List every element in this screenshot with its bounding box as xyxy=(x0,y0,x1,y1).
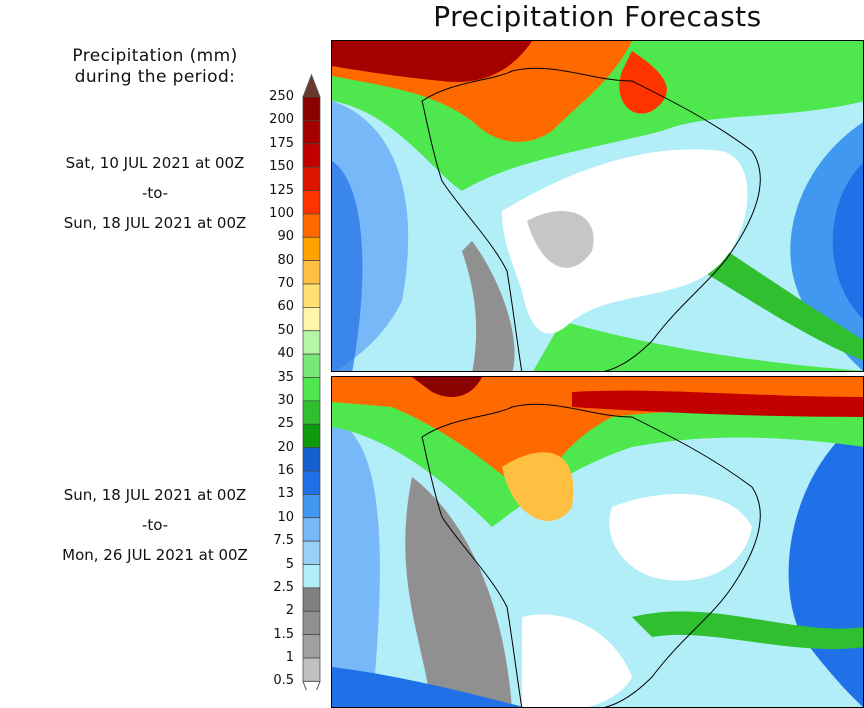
colorbar-tick-label: 150 xyxy=(269,159,294,175)
colorbar-band xyxy=(302,447,321,472)
colorbar-band xyxy=(302,587,321,612)
colorbar-tick-label: 200 xyxy=(269,112,294,128)
colorbar-tick-label: 2 xyxy=(285,603,294,619)
legend-title-line2: during the period: xyxy=(74,67,236,87)
period-end: Mon, 26 JUL 2021 at 00Z xyxy=(62,546,248,564)
colorbar-tick-label: 250 xyxy=(269,89,294,104)
colorbar-tick-label: 1.5 xyxy=(273,626,294,642)
colorbar-tick-label: 125 xyxy=(269,182,294,198)
page-title: Precipitation Forecasts xyxy=(433,0,762,33)
colorbar-band xyxy=(302,307,321,332)
colorbar-tick-label: 30 xyxy=(277,392,294,408)
colorbar-tick-label: 0.5 xyxy=(273,673,294,689)
colorbar-band xyxy=(302,190,321,215)
map-panel-week1 xyxy=(331,40,864,372)
map-panel-week2 xyxy=(331,376,864,708)
period-1-label: Sat, 10 JUL 2021 at 00Z -to- Sun, 18 JUL… xyxy=(30,148,280,238)
colorbar-band xyxy=(302,283,321,308)
colorbar-tick-label: 80 xyxy=(277,252,294,268)
colorbar-tick-label: 20 xyxy=(277,439,294,455)
colorbar-band xyxy=(302,143,321,168)
colorbar-tick-label: 16 xyxy=(277,463,294,478)
colorbar-band xyxy=(302,166,321,191)
colorbar-band xyxy=(302,470,321,495)
colorbar-band xyxy=(302,657,321,682)
colorbar-band xyxy=(302,540,321,565)
colorbar-band xyxy=(302,400,321,425)
period-sep: -to- xyxy=(141,184,169,202)
colorbar-band xyxy=(302,213,321,238)
precip-map-2 xyxy=(332,377,863,707)
colorbar-tick-label: 90 xyxy=(277,229,294,245)
colorbar-band xyxy=(302,260,321,285)
colorbar-tick-label: 100 xyxy=(269,205,294,221)
colorbar-tick-label: 5 xyxy=(285,556,294,572)
colorbar-band xyxy=(302,377,321,402)
colorbar-tick-label: 10 xyxy=(277,509,294,525)
colorbar-band xyxy=(302,423,321,448)
colorbar-band xyxy=(302,353,321,378)
colorbar-tick-label: 70 xyxy=(277,276,294,291)
period-2-label: Sun, 18 JUL 2021 at 00Z -to- Mon, 26 JUL… xyxy=(30,480,280,570)
colorbar-over-arrow xyxy=(302,73,321,98)
colorbar-band xyxy=(302,494,321,519)
colorbar-tick-label: 35 xyxy=(277,369,294,385)
period-end: Sun, 18 JUL 2021 at 00Z xyxy=(63,214,247,232)
colorbar xyxy=(302,73,321,690)
period-sep: -to- xyxy=(141,516,169,534)
colorbar-band xyxy=(302,330,321,355)
legend-title: Precipitation (mm) during the period: xyxy=(40,46,270,88)
colorbar-under-arrow xyxy=(302,680,321,690)
colorbar-band xyxy=(302,120,321,145)
period-start: Sun, 18 JUL 2021 at 00Z xyxy=(63,486,247,504)
colorbar-tick-label: 175 xyxy=(269,135,294,151)
colorbar-band xyxy=(302,96,321,121)
colorbar-band xyxy=(302,634,321,659)
colorbar-tick-label: 60 xyxy=(277,299,294,315)
colorbar-tick-label: 25 xyxy=(277,416,294,432)
legend-title-line1: Precipitation (mm) xyxy=(72,46,238,66)
colorbar-tick-label: 13 xyxy=(277,486,294,502)
colorbar-band xyxy=(302,236,321,261)
colorbar-tick-label: 40 xyxy=(277,346,294,362)
colorbar-tick-label: 7.5 xyxy=(273,533,294,549)
colorbar-band xyxy=(302,517,321,542)
precip-map-1 xyxy=(332,41,863,371)
colorbar-band xyxy=(302,610,321,635)
colorbar-tick-label: 1 xyxy=(285,650,294,665)
colorbar-tick-label: 2.5 xyxy=(273,579,294,595)
colorbar-tick-label: 50 xyxy=(277,322,294,338)
period-start: Sat, 10 JUL 2021 at 00Z xyxy=(65,154,245,172)
colorbar-band xyxy=(302,564,321,589)
